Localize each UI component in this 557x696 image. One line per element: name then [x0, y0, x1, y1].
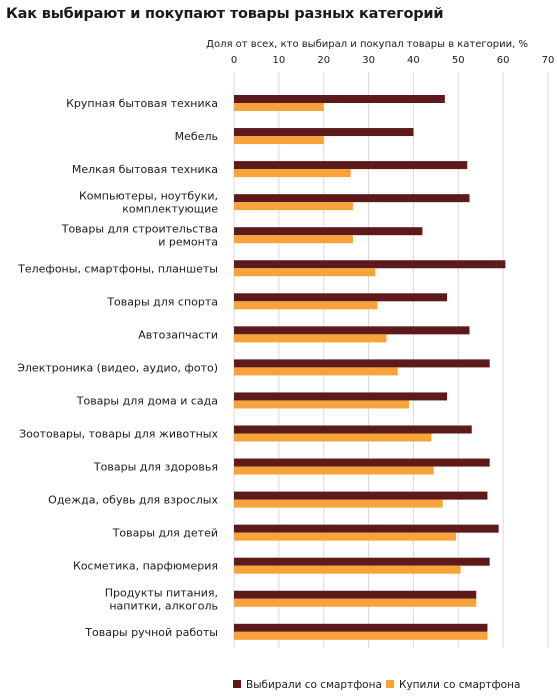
- bar-bought: [234, 499, 443, 508]
- bar-bought: [234, 136, 324, 145]
- bar-bought: [234, 202, 353, 211]
- bar-bought: [234, 103, 324, 111]
- bar-bought: [234, 334, 387, 343]
- bar-bought: [234, 169, 351, 178]
- x-tick-label: 50: [452, 55, 465, 66]
- bar-bought: [234, 367, 398, 376]
- category-label: Товары для строительства: [61, 223, 218, 236]
- category-label: Товары для дома и сада: [76, 394, 218, 407]
- category-label: Зоотовары, товары для животных: [19, 428, 218, 441]
- category-label: Товары для спорта: [106, 295, 218, 308]
- x-tick-label: 30: [362, 55, 375, 66]
- bar-chose: [234, 260, 506, 269]
- category-label: Товары ручной работы: [84, 626, 218, 639]
- bar-chose: [234, 557, 490, 566]
- category-label: и ремонта: [158, 236, 218, 249]
- bar-chose: [234, 359, 490, 368]
- bar-chose: [234, 458, 490, 467]
- bar-chose: [234, 95, 445, 103]
- bar-bought: [234, 235, 353, 244]
- category-label: Товары для здоровья: [93, 461, 218, 474]
- bar-chose: [234, 293, 448, 302]
- x-tick-label: 60: [497, 55, 510, 66]
- bar-chose: [234, 392, 448, 401]
- bar-chose: [234, 227, 423, 236]
- category-label: Одежда, обувь для взрослых: [48, 494, 218, 507]
- bar-bought: [234, 598, 477, 607]
- bar-chose: [234, 590, 477, 599]
- x-tick-label: 40: [407, 55, 420, 66]
- bar-chose: [234, 194, 470, 203]
- bars: [234, 95, 506, 640]
- category-label: Косметика, парфюмерия: [73, 560, 218, 573]
- bar-chose: [234, 326, 470, 335]
- bar-bought: [234, 631, 488, 640]
- category-label: Электроника (видео, аудио, фото): [17, 361, 218, 374]
- bar-chose: [234, 491, 488, 500]
- bar-chose: [234, 425, 472, 434]
- bar-bought: [234, 466, 434, 475]
- bar-bought: [234, 268, 376, 277]
- bar-bought: [234, 433, 432, 442]
- bar-chose: [234, 623, 488, 632]
- category-label: Компьютеры, ноутбуки,: [79, 190, 218, 203]
- chart-title: Как выбирают и покупают товары разных ка…: [6, 6, 444, 22]
- category-label: напитки, алкоголь: [109, 599, 218, 612]
- legend-swatch: [386, 680, 394, 688]
- category-label: комплектующие: [122, 203, 218, 216]
- category-labels: Крупная бытовая техника Мебель Мелкая быто…: [17, 97, 218, 639]
- bar-bought: [234, 400, 409, 409]
- category-label: Мебель: [175, 130, 218, 143]
- category-label: Товары для детей: [112, 527, 218, 540]
- x-tick-label: 10: [272, 55, 285, 66]
- x-tick-label: 70: [542, 55, 555, 66]
- bar-chose: [234, 161, 468, 170]
- bar-bought: [234, 565, 461, 574]
- bar-chose: [234, 524, 499, 533]
- category-label: Крупная бытовая техника: [66, 97, 218, 110]
- x-tick-label: 20: [317, 55, 330, 66]
- category-label: Мелкая бытовая техника: [72, 163, 218, 176]
- bar-bought: [234, 532, 457, 541]
- x-axis-ticks: 0 10 20 30 40 50 60 70: [231, 55, 555, 66]
- category-label: Телефоны, смартфоны, планшеты: [17, 262, 218, 275]
- category-label: Продукты питания,: [105, 586, 218, 599]
- legend-label: Купили со смартфона: [399, 679, 520, 691]
- x-axis-title: Доля от всех, кто выбирал и покупал това…: [206, 39, 528, 50]
- x-tick-label: 0: [231, 55, 237, 66]
- bar-bought: [234, 301, 378, 310]
- bar-chose: [234, 128, 414, 137]
- legend-label: Выбирали со смартфона: [246, 679, 382, 691]
- legend: Выбирали со смартфона Купили со смартфона: [233, 679, 520, 691]
- legend-swatch: [233, 680, 241, 688]
- category-label: Автозапчасти: [138, 328, 218, 341]
